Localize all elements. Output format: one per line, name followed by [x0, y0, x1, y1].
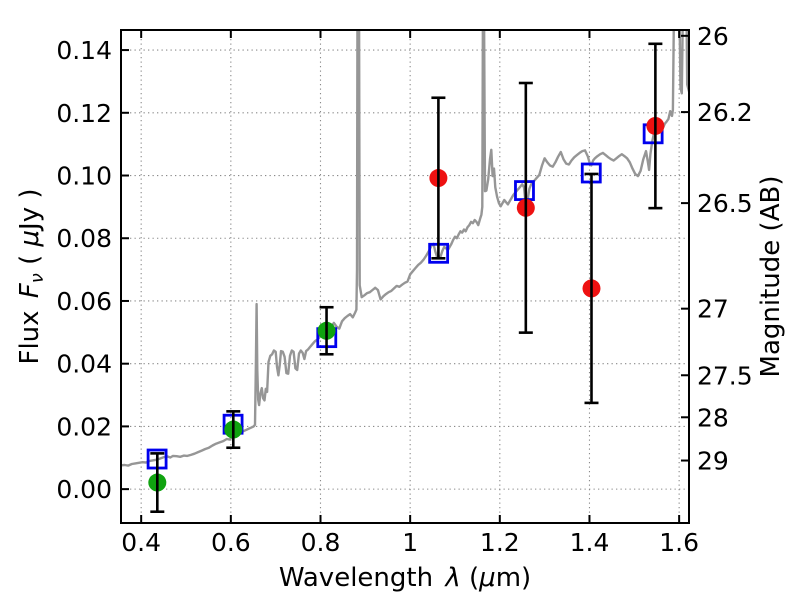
y-tick-label-magnitude: 28 [697, 403, 729, 432]
y-tick-label-flux: 0.08 [56, 224, 112, 253]
y-tick-label-flux: 0.06 [56, 287, 112, 316]
y-axis-label-magnitude: Magnitude (AB) [756, 176, 786, 378]
x-tick-label: 1.2 [480, 528, 520, 557]
y-axis-label-flux: Flux Fν ( μJy ) [15, 188, 48, 364]
error-bars [150, 305, 334, 514]
y-tick-label-flux: 0.12 [56, 99, 112, 128]
x-tick-label: 0.6 [211, 528, 251, 557]
y-tick-label-flux: 0.02 [56, 412, 112, 441]
grid [121, 30, 689, 523]
y-tick-label-magnitude: 27 [697, 295, 729, 324]
y-tick-label-magnitude: 27.5 [697, 361, 753, 390]
y-tick-label-flux: 0.00 [56, 475, 112, 504]
error-bars [431, 42, 663, 405]
x-tick-label: 0.4 [121, 528, 161, 557]
axis-ticks [121, 30, 689, 523]
y-tick-label-magnitude: 26.2 [697, 98, 753, 127]
y-tick-label-magnitude: 26.5 [697, 189, 753, 218]
y-tick-label-flux: 0.14 [56, 36, 112, 65]
y-tick-label-flux: 0.04 [56, 350, 112, 379]
axes-frame [120, 29, 690, 524]
x-tick-label: 0.8 [301, 528, 341, 557]
y-tick-label-flux: 0.10 [56, 162, 112, 191]
x-tick-label: 1.4 [570, 528, 610, 557]
x-tick-label: 1.6 [659, 528, 699, 557]
x-tick-label: 1 [402, 528, 418, 557]
x-axis-label: Wavelength λ (μm) [279, 563, 531, 593]
y-tick-label-magnitude: 26 [697, 22, 729, 51]
y-tick-label-magnitude: 29 [697, 447, 729, 476]
